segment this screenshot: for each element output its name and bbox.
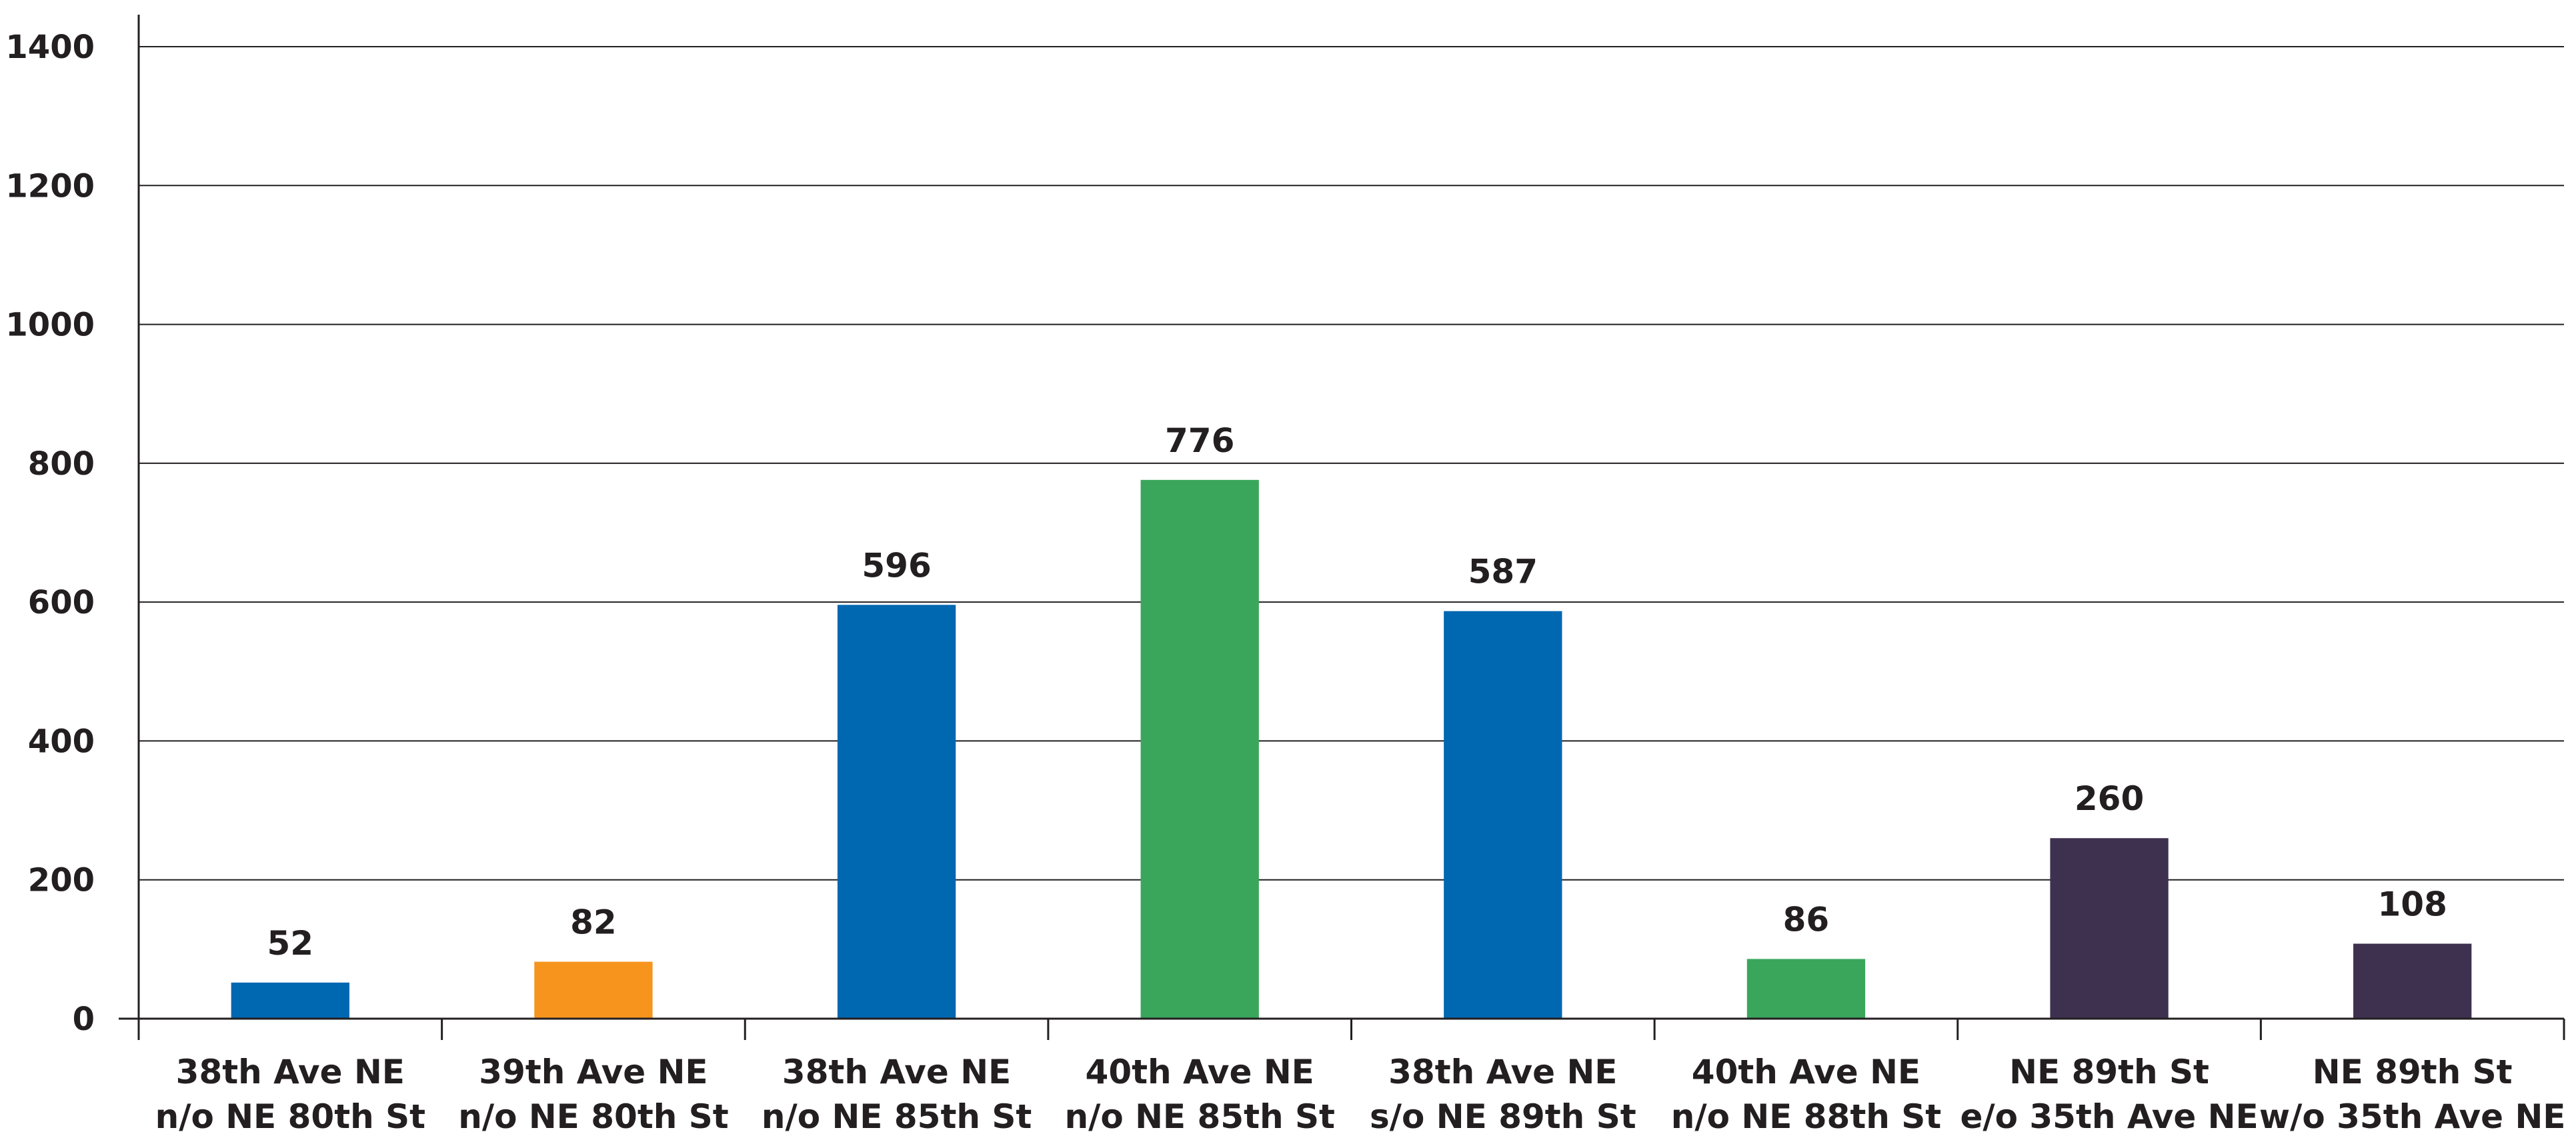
y-tick-label: 400 <box>28 723 95 760</box>
y-tick-label: 200 <box>28 862 95 899</box>
bar <box>1746 959 1866 1019</box>
data-label: 596 <box>862 546 931 585</box>
x-axis <box>119 15 2565 1040</box>
bar <box>1140 479 1259 1019</box>
gridlines <box>139 46 2564 881</box>
category-label-line: 38th Ave NE <box>1388 1053 1617 1091</box>
data-label: 52 <box>267 924 314 963</box>
category-label: 40th Ave NE n/o NE 88th St <box>1671 1053 1941 1132</box>
bar <box>534 961 653 1019</box>
category-label-line: n/o NE 85th St <box>1064 1097 1334 1132</box>
y-tick-label: 0 <box>73 1001 95 1038</box>
bar <box>837 605 956 1019</box>
bar <box>2050 838 2169 1019</box>
category-label: 40th Ave NE n/o NE 85th St <box>1064 1053 1334 1132</box>
category-label: 38th Ave NE n/o NE 80th St <box>155 1053 425 1132</box>
data-label: 587 <box>1468 553 1538 591</box>
category-labels: 38th Ave NE n/o NE 80th St 39th Ave NE n/o … <box>155 1053 2566 1132</box>
category-label: NE 89th St e/o 35th Ave NE <box>1960 1053 2258 1132</box>
bar <box>2353 943 2472 1019</box>
bar <box>231 982 349 1019</box>
category-label-line: w/o 35th Ave NE <box>2259 1097 2566 1132</box>
category-label-line: 40th Ave NE <box>1692 1053 1920 1091</box>
data-label: 82 <box>570 903 617 942</box>
y-tick-label: 600 <box>28 584 95 621</box>
data-label: 86 <box>1783 900 1830 939</box>
category-label-line: 38th Ave NE <box>782 1053 1011 1091</box>
category-label-line: n/o NE 80th St <box>155 1097 425 1132</box>
category-label: 39th Ave NE n/o NE 80th St <box>458 1053 728 1132</box>
y-tick-label: 800 <box>28 445 95 483</box>
category-label-line: NE 89th St <box>2009 1053 2209 1091</box>
category-label-line: NE 89th St <box>2313 1053 2513 1091</box>
y-tick-label: 1000 <box>5 307 95 344</box>
category-label-line: n/o NE 85th St <box>762 1097 1032 1132</box>
category-label-line: n/o NE 88th St <box>1671 1097 1941 1132</box>
bar <box>1444 611 1562 1019</box>
category-label-line: s/o NE 89th St <box>1370 1097 1636 1132</box>
data-label: 776 <box>1165 421 1234 460</box>
y-tick-label: 1200 <box>5 167 95 205</box>
category-label-line: 39th Ave NE <box>479 1053 708 1091</box>
category-label: 38th Ave NE s/o NE 89th St <box>1370 1053 1636 1132</box>
category-label: NE 89th St w/o 35th Ave NE <box>2259 1053 2566 1132</box>
category-label-line: 40th Ave NE <box>1086 1053 1314 1091</box>
category-label-line: 38th Ave NE <box>176 1053 405 1091</box>
y-axis-ticks: 0 200 400 600 800 1000 1200 1400 <box>5 29 95 1038</box>
y-tick-label: 1400 <box>5 29 95 66</box>
bars <box>231 479 2472 1019</box>
data-label: 260 <box>2075 779 2144 818</box>
category-label: 38th Ave NE n/o NE 85th St <box>762 1053 1032 1132</box>
category-label-line: n/o NE 80th St <box>458 1097 728 1132</box>
data-label: 108 <box>2378 885 2447 924</box>
data-labels: 52 82 596 776 587 86 260 108 <box>267 421 2447 963</box>
category-label-line: e/o 35th Ave NE <box>1960 1097 2258 1132</box>
